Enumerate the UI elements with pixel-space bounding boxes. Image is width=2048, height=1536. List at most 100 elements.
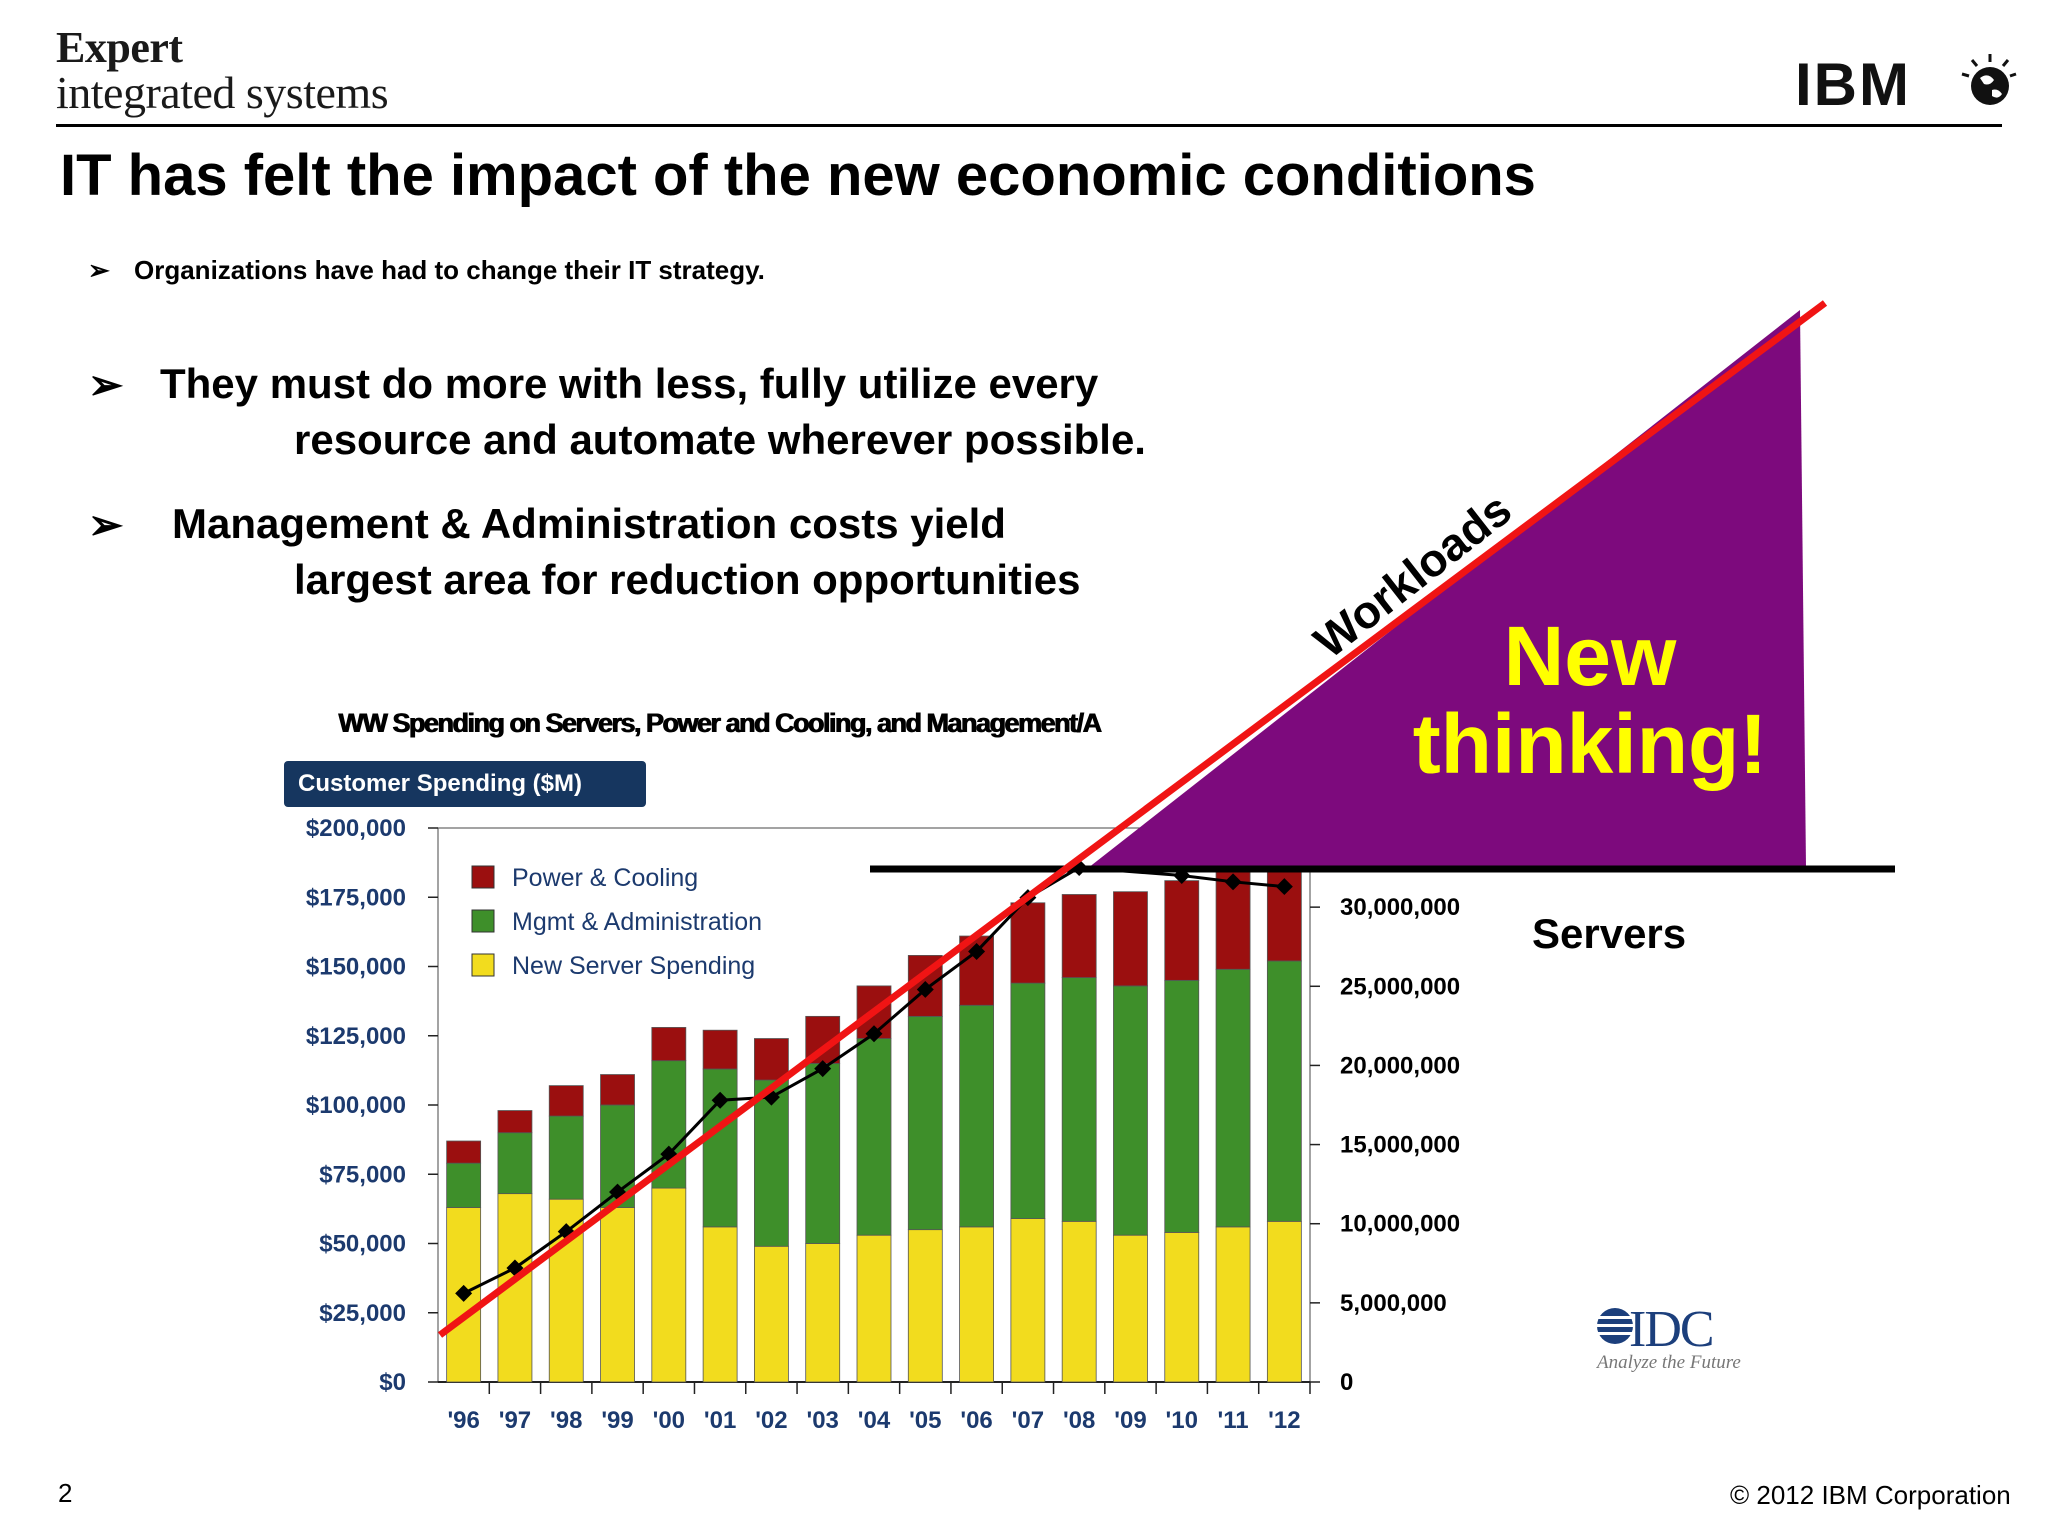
y2-tick-label: 25,000,000 bbox=[1340, 973, 1460, 1000]
y2-tick-label: 30,000,000 bbox=[1340, 894, 1460, 921]
new-thinking-label: New thinking! bbox=[1375, 612, 1805, 788]
bar-segment bbox=[446, 1140, 482, 1164]
bar-segment bbox=[1010, 1218, 1046, 1383]
legend-swatch bbox=[471, 953, 495, 977]
bullet-arrow-icon: ➢ bbox=[88, 501, 124, 548]
y-tick-label: $200,000 bbox=[306, 815, 406, 842]
x-tick-label: '09 bbox=[1114, 1407, 1146, 1434]
x-tick-label: '12 bbox=[1268, 1407, 1300, 1434]
bar-segment bbox=[959, 1226, 994, 1383]
x-tick-label: '04 bbox=[858, 1407, 891, 1434]
bar-segment bbox=[1061, 977, 1097, 1222]
legend-swatch bbox=[471, 909, 495, 933]
bar-segment bbox=[1113, 891, 1148, 987]
legend-label: Power & Cooling bbox=[512, 864, 698, 892]
y-tick-label: $50,000 bbox=[319, 1231, 406, 1258]
copyright: © 2012 IBM Corporation bbox=[1730, 1480, 2011, 1510]
y2-tick-label: 5,000,000 bbox=[1340, 1290, 1447, 1317]
bullet-line: resource and automate wherever possible. bbox=[294, 416, 1146, 463]
bar-segment bbox=[907, 1229, 943, 1383]
bar-segment bbox=[805, 1063, 841, 1244]
installed-base-point bbox=[711, 1091, 729, 1109]
y-tick-label: $175,000 bbox=[306, 884, 406, 911]
x-tick-label: '08 bbox=[1063, 1407, 1095, 1434]
x-tick-label: '06 bbox=[960, 1407, 992, 1434]
ibm-logo: IBM bbox=[1795, 51, 1911, 118]
bar-segment bbox=[600, 1074, 635, 1106]
bar-segment bbox=[754, 1079, 789, 1247]
bar-segment bbox=[702, 1226, 738, 1383]
x-tick-label: '96 bbox=[447, 1407, 479, 1434]
bar-segment bbox=[600, 1207, 635, 1383]
idc-logo: IDC Analyze the Future bbox=[1595, 1300, 1765, 1380]
bullet-arrow-icon: ➢ bbox=[88, 255, 110, 285]
bar-segment bbox=[1061, 1220, 1097, 1383]
bullet-text: Organizations have had to change their I… bbox=[134, 255, 765, 285]
bar-segment bbox=[1061, 894, 1097, 978]
idc-globe-icon bbox=[1595, 1308, 1635, 1344]
bar-segment bbox=[1266, 960, 1302, 1222]
y2-tick-label: 0 bbox=[1340, 1369, 1353, 1396]
legend-label: New Server Spending bbox=[512, 952, 755, 980]
x-tick-label: '07 bbox=[1012, 1407, 1044, 1434]
bullet-line: They must do more with less, fully utili… bbox=[160, 360, 1099, 407]
y-tick-label: $100,000 bbox=[306, 1092, 406, 1119]
bar-segment bbox=[1215, 858, 1251, 970]
bar-segment bbox=[497, 1132, 533, 1195]
bar-segment bbox=[1113, 985, 1148, 1236]
bar-segment bbox=[959, 1004, 994, 1228]
globe-icon bbox=[1961, 54, 2017, 105]
header-divider bbox=[56, 124, 2002, 127]
bar-segment bbox=[1215, 1226, 1251, 1383]
y2-tick-label: 10,000,000 bbox=[1340, 1211, 1460, 1238]
bullet-line: Management & Administration costs yield bbox=[172, 500, 1006, 547]
installed-base-point bbox=[1275, 878, 1293, 896]
y2-tick-label: 20,000,000 bbox=[1340, 1052, 1460, 1079]
bar-segment bbox=[754, 1038, 789, 1081]
y-tick-label: $25,000 bbox=[319, 1300, 406, 1327]
x-tick-label: '97 bbox=[499, 1407, 531, 1434]
y-tick-label: $125,000 bbox=[306, 1023, 406, 1050]
workloads-line bbox=[437, 300, 1828, 1338]
bar-segment bbox=[1010, 982, 1046, 1219]
page-number: 2 bbox=[58, 1478, 73, 1508]
idc-name: IDC bbox=[1629, 1301, 1715, 1358]
x-tick-label: '03 bbox=[807, 1407, 839, 1434]
x-tick-label: '01 bbox=[704, 1407, 736, 1434]
bar-segment bbox=[1266, 1220, 1302, 1383]
bar-segment bbox=[1164, 1232, 1200, 1383]
y-tick-label: $0 bbox=[379, 1369, 406, 1396]
x-tick-label: '99 bbox=[601, 1407, 633, 1434]
legend-swatch bbox=[471, 865, 495, 889]
servers-label: Servers bbox=[1532, 910, 1687, 957]
bar-segment bbox=[548, 1115, 584, 1200]
bar-segment bbox=[497, 1110, 533, 1134]
bar-segment bbox=[651, 1060, 687, 1189]
brand-subtitle: integrated systems bbox=[56, 67, 389, 118]
x-tick-label: '98 bbox=[550, 1407, 582, 1434]
idc-tagline: Analyze the Future bbox=[1597, 1352, 1741, 1373]
customer-spending-badge: Customer Spending ($M) bbox=[284, 761, 646, 807]
bullet-arrow-icon: ➢ bbox=[88, 361, 124, 408]
bar-segment bbox=[651, 1027, 687, 1062]
page-title: IT has felt the impact of the new econom… bbox=[60, 143, 1536, 208]
new-thinking-line: New bbox=[1503, 609, 1677, 703]
bar-segment bbox=[1164, 880, 1200, 981]
bar-segment bbox=[1164, 979, 1200, 1233]
x-tick-label: '11 bbox=[1218, 1407, 1249, 1434]
bar-segment bbox=[651, 1187, 687, 1383]
new-thinking-line: thinking! bbox=[1412, 697, 1768, 791]
bar-segment bbox=[1215, 968, 1251, 1228]
x-tick-label: '10 bbox=[1166, 1407, 1198, 1434]
bar-segment bbox=[907, 1015, 943, 1231]
bar-segment bbox=[856, 1234, 892, 1383]
installed-base-point bbox=[916, 980, 934, 998]
bar-segment bbox=[702, 1029, 738, 1070]
installed-base-point bbox=[814, 1060, 832, 1078]
x-tick-label: '05 bbox=[909, 1407, 941, 1434]
bar-segment bbox=[548, 1085, 584, 1117]
bar-segment bbox=[856, 1038, 892, 1236]
bar-segment bbox=[1010, 902, 1046, 984]
legend-label: Mgmt & Administration bbox=[512, 908, 762, 936]
